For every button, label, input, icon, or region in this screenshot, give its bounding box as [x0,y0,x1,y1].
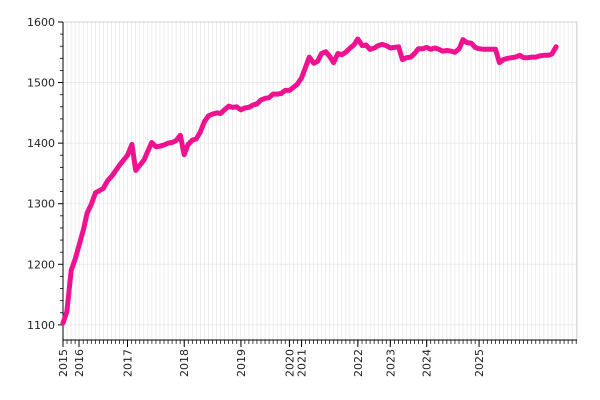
x-tick-label: 2016 [73,349,86,377]
x-tick-label: 2019 [235,349,248,377]
plot-frame [62,21,578,341]
y-tick-label: 1500 [27,77,55,90]
x-tick-label: 2021 [296,349,309,377]
x-tick-label: 2024 [421,349,434,377]
x-tick-label: 2022 [352,349,365,377]
x-tick-label: 2020 [283,349,296,377]
series-layer [60,36,559,326]
plot-border [62,21,578,341]
y-tick-label: 1100 [27,319,55,332]
y-tick-label: 1200 [27,258,55,271]
x-tick-label: 2015 [57,349,70,377]
y-tick-label: 1300 [27,198,55,211]
x-tick-label: 2017 [121,349,134,377]
series-line [60,36,559,326]
x-tick-label: 2018 [178,349,191,377]
grid [62,21,577,340]
x-tick-label: 2023 [384,349,397,377]
y-tick-label: 1600 [27,16,55,29]
axes: 1100 1200 1300 1400 1500 1600 2015 2016 2017 2018… [27,16,577,377]
x-tick-label: 2025 [473,349,486,377]
y-tick-label: 1400 [27,137,55,150]
